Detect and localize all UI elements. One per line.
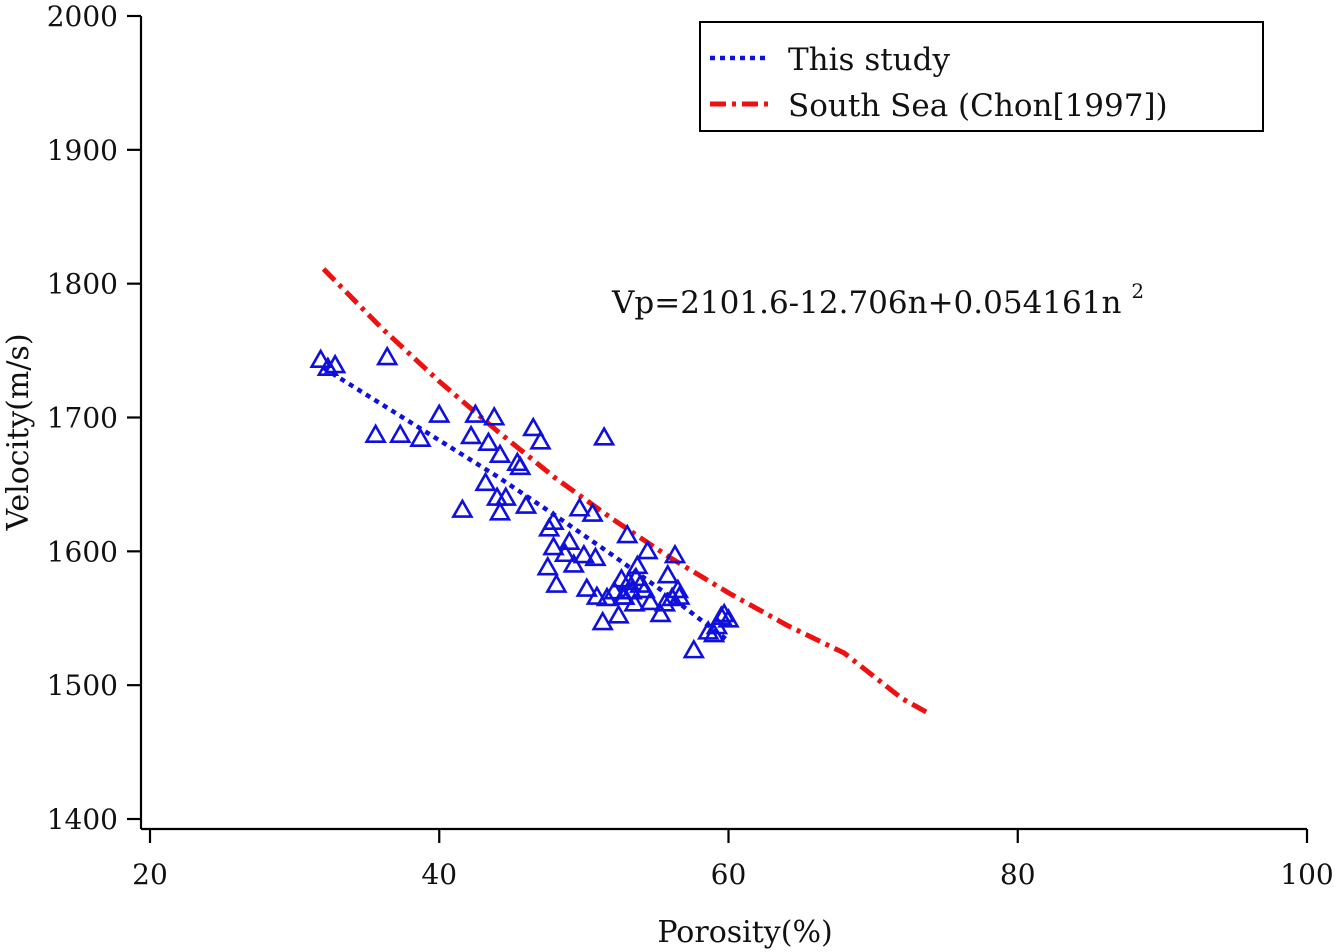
data-point-triangle [364, 423, 387, 443]
data-point-triangle [581, 502, 604, 522]
data-point-triangle [522, 416, 545, 437]
trend-line-this-study [322, 366, 730, 643]
data-point-triangle [585, 585, 609, 605]
data-point-triangle [639, 590, 662, 611]
data-point-triangle [529, 429, 552, 450]
data-point-triangle [451, 498, 474, 518]
axes [139, 16, 1307, 831]
data-point-triangle [477, 431, 500, 451]
x-tick-label: 40 [421, 858, 457, 891]
y-tick-label: 2000 [47, 0, 118, 33]
y-tick-label: 1700 [47, 402, 118, 435]
data-point-triangle [542, 510, 565, 530]
data-point-triangle [545, 573, 568, 593]
equation-annotation: Vp=2101.6-12.706n+0.054161n 2 [611, 279, 1144, 321]
x-tick-label: 60 [711, 858, 747, 891]
data-point-triangle [616, 523, 639, 544]
equation-text: Vp=2101.6-12.706n+0.054161n [611, 285, 1121, 321]
data-point-triangle [575, 577, 599, 597]
data-point-triangle [653, 591, 677, 612]
y-axis-ticks: 1400 1500 1600 1700 1800 1900 2000 [47, 0, 141, 836]
data-point-triangle [613, 585, 636, 605]
data-point-triangle [536, 555, 559, 576]
x-tick-label: 100 [1280, 858, 1333, 891]
data-point-triangle [584, 546, 607, 567]
data-point-triangle [488, 500, 512, 521]
data-point-triangle [656, 563, 679, 584]
data-point-triangle [464, 403, 487, 423]
data-point-triangle [592, 425, 616, 446]
data-point-triangle [316, 356, 340, 377]
y-tick-label: 1400 [47, 803, 118, 836]
x-axis-title: Porosity(%) [657, 915, 832, 950]
data-point-triangle [591, 610, 614, 631]
data-point-triangle [309, 348, 332, 369]
data-point-triangle [323, 353, 347, 374]
x-axis-ticks: 20 40 60 80 100 [132, 829, 1334, 891]
data-point-triangle [482, 405, 506, 426]
data-point-triangle [562, 553, 585, 573]
data-point-triangle [388, 423, 412, 443]
y-axis-title: Velocity(m/s) [1, 333, 36, 531]
y-tick-label: 1800 [47, 268, 118, 301]
data-point-triangle [508, 455, 532, 476]
data-point-triangle [459, 424, 483, 445]
data-point-triangle [607, 603, 630, 624]
data-point-triangle [717, 607, 740, 628]
data-point-triangle [542, 535, 565, 556]
legend: This study South Sea (Chon[1997]) [699, 21, 1264, 132]
data-point-triangle [568, 496, 591, 517]
data-point-triangle [697, 620, 720, 640]
y-tick-label: 1500 [47, 669, 118, 702]
data-point-triangle [553, 542, 577, 563]
legend-label-south-sea: South Sea (Chon[1997]) [788, 88, 1168, 124]
data-point-triangle [375, 345, 399, 366]
data-point-triangle [409, 427, 432, 447]
data-point-triangle [474, 471, 497, 492]
trend-line-south-sea [321, 267, 933, 717]
legend-box [699, 21, 1264, 132]
x-tick-label: 80 [1000, 858, 1036, 891]
data-point-triangle [636, 539, 659, 560]
data-point-triangle [682, 638, 706, 659]
y-tick-label: 1900 [47, 134, 118, 167]
data-point-triangle [649, 602, 672, 623]
x-tick-label: 20 [132, 858, 168, 891]
equation-superscript: 2 [1131, 279, 1144, 303]
data-point-triangle [428, 403, 451, 423]
data-point-triangle [633, 578, 656, 599]
data-point-triangle [603, 579, 626, 600]
svg-text:Vp=2101.6-12.706n+0.054161n: Vp=2101.6-12.706n+0.054161n 2 [611, 279, 1144, 321]
data-point-triangle [514, 494, 538, 514]
data-point-triangle [488, 443, 512, 464]
legend-label-this-study: This study [788, 42, 950, 78]
data-point-triangle [666, 578, 690, 599]
data-point-triangle [494, 486, 518, 506]
data-point-triangle [558, 530, 581, 551]
data-point-triangle [668, 585, 691, 605]
data-point-triangle [572, 543, 596, 564]
series-layer [309, 267, 933, 717]
y-tick-label: 1600 [47, 535, 118, 568]
data-point-triangle [663, 543, 687, 564]
data-point-triangle [624, 566, 648, 587]
